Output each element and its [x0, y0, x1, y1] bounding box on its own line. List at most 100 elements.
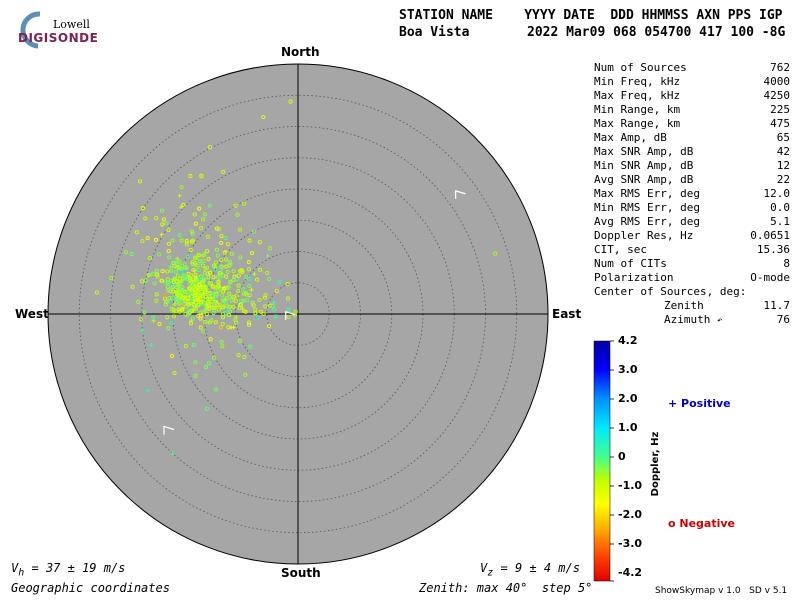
negative-echo-point [129, 252, 134, 257]
negative-echo-point [242, 354, 247, 360]
stat-label: Max Amp, dB [594, 131, 667, 144]
negative-echo-point [151, 315, 156, 320]
negative-echo-point [202, 251, 207, 257]
center-azimuth-value: 76 [776, 313, 790, 326]
negative-echo-point [251, 303, 256, 308]
stat-label: Max Range, km [594, 117, 681, 130]
negative-echo-point [224, 264, 229, 269]
stat-label: Num of CITs [594, 257, 667, 270]
negative-echo-point [188, 174, 193, 179]
coordinate-system: Geographic coordinates [11, 581, 170, 595]
negative-echo-point [189, 273, 194, 278]
negative-echo-point [142, 310, 147, 315]
stat-label: Min Freq, kHz [594, 75, 681, 88]
stat-label: Avg RMS Err, deg [594, 215, 700, 228]
negative-echo-point [211, 275, 216, 280]
negative-echo-point [262, 295, 268, 300]
negative-echo-point [224, 257, 229, 262]
negative-echo-point [191, 285, 196, 290]
negative-echo-point [160, 269, 165, 274]
negative-echo-point [241, 291, 247, 296]
negative-echo-point [223, 235, 228, 241]
south-label: South [281, 566, 321, 580]
negative-echo-point [179, 238, 184, 243]
stat-label: Polarization [594, 271, 674, 284]
positive-echo-point [159, 232, 164, 237]
stat-label: CIT, sec [594, 243, 647, 256]
negative-echo-point [247, 322, 252, 327]
negative-echo-point [189, 291, 194, 296]
positive-echo-point [170, 451, 175, 456]
negative-echo-point [219, 264, 224, 269]
negative-echo-point [214, 247, 220, 252]
stat-value: 4000 [763, 75, 791, 88]
negative-echo-point [154, 292, 159, 297]
stat-value: 42 [776, 145, 790, 158]
negative-echo-point [244, 275, 249, 280]
negative-echo-point [273, 314, 278, 319]
negative-echo-point [229, 298, 234, 303]
negative-echo-point [208, 337, 213, 342]
negative-echo-point [214, 292, 219, 297]
echo-points [94, 99, 498, 456]
negative-echo-point [193, 276, 198, 281]
negative-echo-point [212, 263, 217, 268]
negative-echo-point [171, 307, 176, 312]
negative-echo-point [154, 216, 159, 221]
center-title: Center of Sources, deg: [594, 285, 747, 298]
negative-echo-point [192, 305, 197, 310]
negative-echo-point [207, 145, 213, 150]
negative-echo-point [193, 293, 198, 298]
negative-echo-point [169, 268, 174, 273]
negative-echo-point [187, 307, 192, 313]
negative-echo-point [174, 289, 179, 294]
velocity-arrow-icon [285, 311, 296, 320]
negative-echo-point [136, 299, 141, 304]
negative-echo-point [218, 325, 224, 330]
negative-echo-point [228, 279, 233, 284]
negative-echo-point [246, 260, 251, 265]
negative-echo-point [199, 226, 204, 231]
negative-echo-point [199, 300, 204, 305]
negative-echo-point [257, 297, 262, 302]
negative-echo-point [190, 231, 195, 236]
stat-label: Num of Sources [594, 61, 687, 74]
negative-echo-point [204, 303, 209, 308]
negative-echo-point [189, 282, 194, 288]
negative-echo-point [209, 280, 214, 286]
negative-echo-point [261, 311, 266, 316]
negative-echo-point [286, 308, 291, 313]
negative-echo-point [181, 273, 186, 278]
negative-echo-point [223, 310, 228, 315]
negative-echo-point [189, 229, 195, 234]
negative-echo-point [179, 185, 184, 190]
negative-echo-point [184, 289, 189, 294]
negative-echo-point [216, 284, 222, 289]
negative-echo-point [219, 266, 224, 271]
negative-echo-point [148, 272, 153, 277]
positive-echo-point [140, 328, 145, 333]
negative-echo-point [134, 230, 139, 235]
negative-echo-point [187, 310, 192, 315]
negative-echo-point [226, 313, 232, 318]
negative-echo-point [241, 298, 246, 303]
negative-echo-point [188, 299, 193, 304]
negative-echo-point [253, 311, 258, 316]
header-station: Boa Vista [399, 25, 470, 40]
negative-echo-point [198, 276, 203, 281]
negative-echo-point [171, 309, 176, 314]
doppler-colorbar [593, 340, 611, 582]
negative-echo-point [191, 267, 196, 272]
negative-echo-point [202, 212, 207, 217]
stat-label: Min Range, km [594, 103, 681, 116]
negative-echo-point [161, 217, 166, 222]
negative-echo-point [151, 271, 156, 276]
negative-echo-point [236, 288, 241, 293]
negative-echo-point [221, 289, 226, 294]
negative-echo-point [251, 229, 257, 234]
negative-echo-point [247, 238, 252, 243]
negative-echo-point [185, 254, 190, 260]
negative-echo-point [201, 278, 206, 283]
positive-echo-point [249, 287, 254, 292]
